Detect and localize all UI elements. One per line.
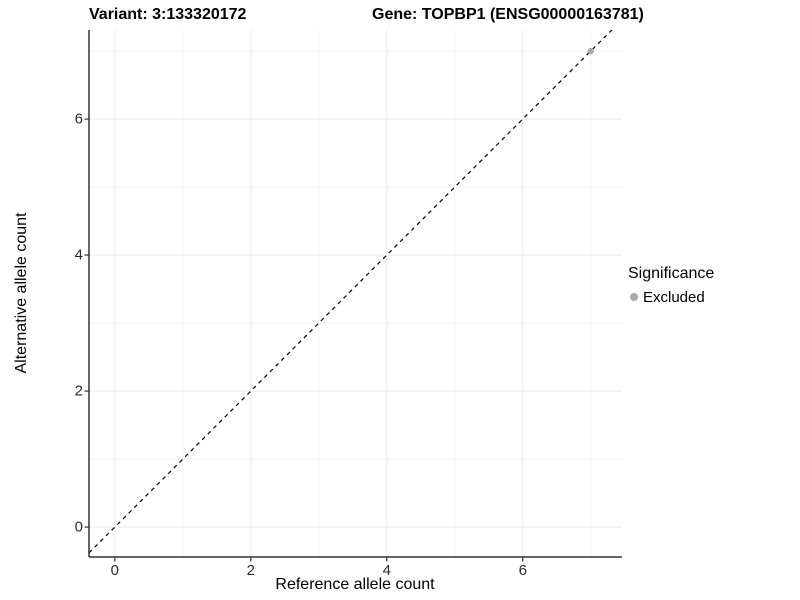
y-tick-label: 6 — [74, 110, 83, 128]
y-axis-title: Alternative allele count — [13, 212, 30, 374]
x-tick-label: 2 — [246, 562, 255, 579]
x-tick-label: 6 — [518, 562, 527, 579]
gene-title: Gene: TOPBP1 (ENSG00000163781) — [372, 6, 644, 23]
x-tick-label: 4 — [382, 562, 391, 579]
y-tick-label: 2 — [74, 382, 83, 400]
legend-items: Excluded — [628, 287, 714, 307]
identity-reference-line — [89, 30, 613, 554]
panel-background — [89, 30, 622, 557]
x-tick-label: 0 — [110, 562, 119, 579]
x-axis-title: Reference allele count — [275, 576, 435, 593]
variant-title: Variant: 3:133320172 — [89, 6, 247, 23]
y-tick-label: 4 — [74, 246, 83, 264]
legend-key-dot-icon — [630, 293, 638, 301]
y-tick-label: 0 — [74, 518, 83, 536]
legend-title: Significance — [628, 265, 715, 282]
data-point — [587, 47, 594, 55]
legend-item: Excluded — [628, 287, 714, 307]
legend-item-label: Excluded — [643, 288, 705, 306]
legend: Significance Excluded — [628, 265, 714, 307]
